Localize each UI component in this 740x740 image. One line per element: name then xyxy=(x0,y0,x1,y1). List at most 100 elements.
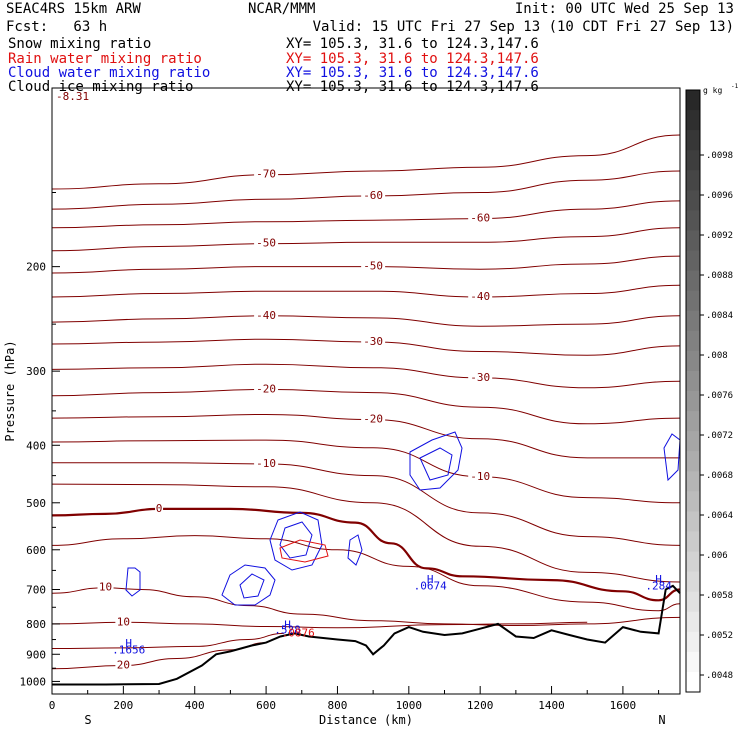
x-tick-label: 1000 xyxy=(396,699,423,712)
colorbar-swatch xyxy=(686,190,700,211)
field-label-cloud-water: Cloud water mixing ratio xyxy=(8,65,211,81)
cloud-water-contour xyxy=(409,431,463,491)
colorbar: .0098 .0096 .0092 .0088 .0084 .008 .0076 .0072.… xyxy=(685,83,739,693)
terrain-line xyxy=(52,584,681,686)
colorbar-tick-label: .0068 xyxy=(706,471,733,481)
contour-label: -30 xyxy=(470,371,490,384)
contour-label-bg xyxy=(254,167,279,180)
colorbar-swatch xyxy=(686,310,700,332)
temperature-contours xyxy=(51,134,681,670)
colorbar-swatch xyxy=(686,230,700,252)
temperature-contour xyxy=(51,200,681,229)
temperature-contour xyxy=(51,388,681,425)
temperature-contour xyxy=(51,642,267,670)
colorbar-swatch xyxy=(686,150,700,171)
contour-label: -40 xyxy=(256,309,276,322)
field-label-rain: Rain water mixing ratio xyxy=(8,51,202,67)
colorbar-swatch xyxy=(686,170,700,191)
colorbar-swatch xyxy=(686,551,700,573)
contour-label: 10 xyxy=(99,581,112,594)
forecast-hour: Fcst: 63 h xyxy=(6,19,108,35)
contour-label: -20 xyxy=(256,382,276,395)
colorbar-tick-label: .008 xyxy=(706,351,728,361)
colorbar-swatch xyxy=(686,391,700,412)
y-tick-label: 700 xyxy=(26,584,46,597)
contour-label-bg xyxy=(468,211,493,224)
colorbar-swatch xyxy=(686,250,700,272)
field-label-cloud-ice: Cloud ice mixing ratio xyxy=(8,79,194,95)
colorbar-swatch xyxy=(686,491,700,512)
colorbar-unit: g kg xyxy=(703,86,722,95)
colorbar-swatch xyxy=(686,671,700,693)
colorbar-tick-label: .0052 xyxy=(706,631,733,641)
contour-label: -10 xyxy=(256,457,276,470)
cloud-water-max-label: .528 xyxy=(274,623,301,636)
contour-label: -40 xyxy=(470,290,490,303)
y-tick-label: 800 xyxy=(26,618,46,631)
contour-label: -60 xyxy=(363,189,383,202)
cloud-water-contour xyxy=(279,521,313,559)
colorbar-tick-label: .0084 xyxy=(706,311,733,321)
x-tick-label: 800 xyxy=(328,699,348,712)
cloud-water-max-label: .284 xyxy=(645,580,672,593)
colorbar-swatch xyxy=(686,511,700,532)
contour-label-bg xyxy=(155,501,164,514)
colorbar-swatch xyxy=(686,431,700,452)
contour-label: -70 xyxy=(256,168,276,181)
cloud-water-contour xyxy=(663,433,681,482)
colorbar-swatch xyxy=(686,571,700,593)
colorbar-unit-exponent: -1 xyxy=(731,83,739,90)
cloud-water-max-label: .0674 xyxy=(414,580,447,593)
colorbar-swatch xyxy=(686,130,700,151)
init-time: Init: 00 UTC Wed 25 Sep 13 xyxy=(514,1,734,17)
colorbar-tick-label: .0064 xyxy=(706,511,733,521)
organization: NCAR/MMM xyxy=(248,1,316,17)
colorbar-swatch xyxy=(686,290,700,312)
rain-water-contour xyxy=(279,539,329,563)
contour-label-bg xyxy=(468,289,493,302)
cloud-water-max-label: H xyxy=(655,573,662,586)
colorbar-tick-label: .0096 xyxy=(706,191,733,201)
valid-time: Valid: 15 UTC Fri 27 Sep 13 (10 CDT Fri … xyxy=(312,19,734,35)
field-xy-snow: XY= 105.3, 31.6 to 124.3,147.6 xyxy=(286,36,539,52)
y-tick-label: 400 xyxy=(26,439,46,452)
axes: 0 200 400 600 800 1000 1200 1400 160020030040050… xyxy=(3,87,681,727)
x-tick-label: 600 xyxy=(256,699,276,712)
contour-label: -50 xyxy=(363,260,383,273)
field-xy-cloud-water: XY= 105.3, 31.6 to 124.3,147.6 xyxy=(286,65,539,81)
cloud-water-max-label: .1656 xyxy=(112,644,145,657)
x-tick-label: 400 xyxy=(185,699,205,712)
temperature-contour xyxy=(51,632,284,649)
colorbar-swatch xyxy=(686,591,700,613)
contour-label-bg xyxy=(115,658,132,671)
contour-label: 20 xyxy=(117,658,130,671)
x-axis-label: Distance (km) xyxy=(319,713,413,727)
colorbar-swatch xyxy=(686,210,700,231)
temperature-contour xyxy=(51,483,681,583)
temperature-contour xyxy=(52,462,681,546)
contour-label: -20 xyxy=(363,413,383,426)
contour-label: 10 xyxy=(117,615,130,628)
contour-label-bg xyxy=(468,469,493,482)
corner-label: -8.31 xyxy=(56,90,89,103)
temperature-contour xyxy=(51,587,681,627)
colorbar-tick-label: .0092 xyxy=(706,231,733,241)
x-tick-label: 1200 xyxy=(467,699,494,712)
contour-label-bg xyxy=(254,382,279,395)
y-tick-label: 300 xyxy=(26,365,46,378)
temperature-contour xyxy=(51,315,681,327)
cloud-water-contours xyxy=(125,431,681,606)
field-label-snow: Snow mixing ratio xyxy=(8,36,152,52)
contour-label: -60 xyxy=(470,212,490,225)
cloud-water-contour xyxy=(221,564,276,606)
temperature-contour xyxy=(51,284,681,298)
y-tick-label: 1000 xyxy=(20,675,47,688)
cloud-water-contour xyxy=(347,534,363,566)
temperature-contour xyxy=(51,439,681,504)
cloud-water-contour xyxy=(269,511,323,571)
terrain xyxy=(52,584,681,686)
colorbar-swatch xyxy=(686,330,700,352)
temperature-contour xyxy=(51,134,681,190)
colorbar-swatch xyxy=(686,350,700,372)
colorbar-swatch xyxy=(686,270,700,292)
